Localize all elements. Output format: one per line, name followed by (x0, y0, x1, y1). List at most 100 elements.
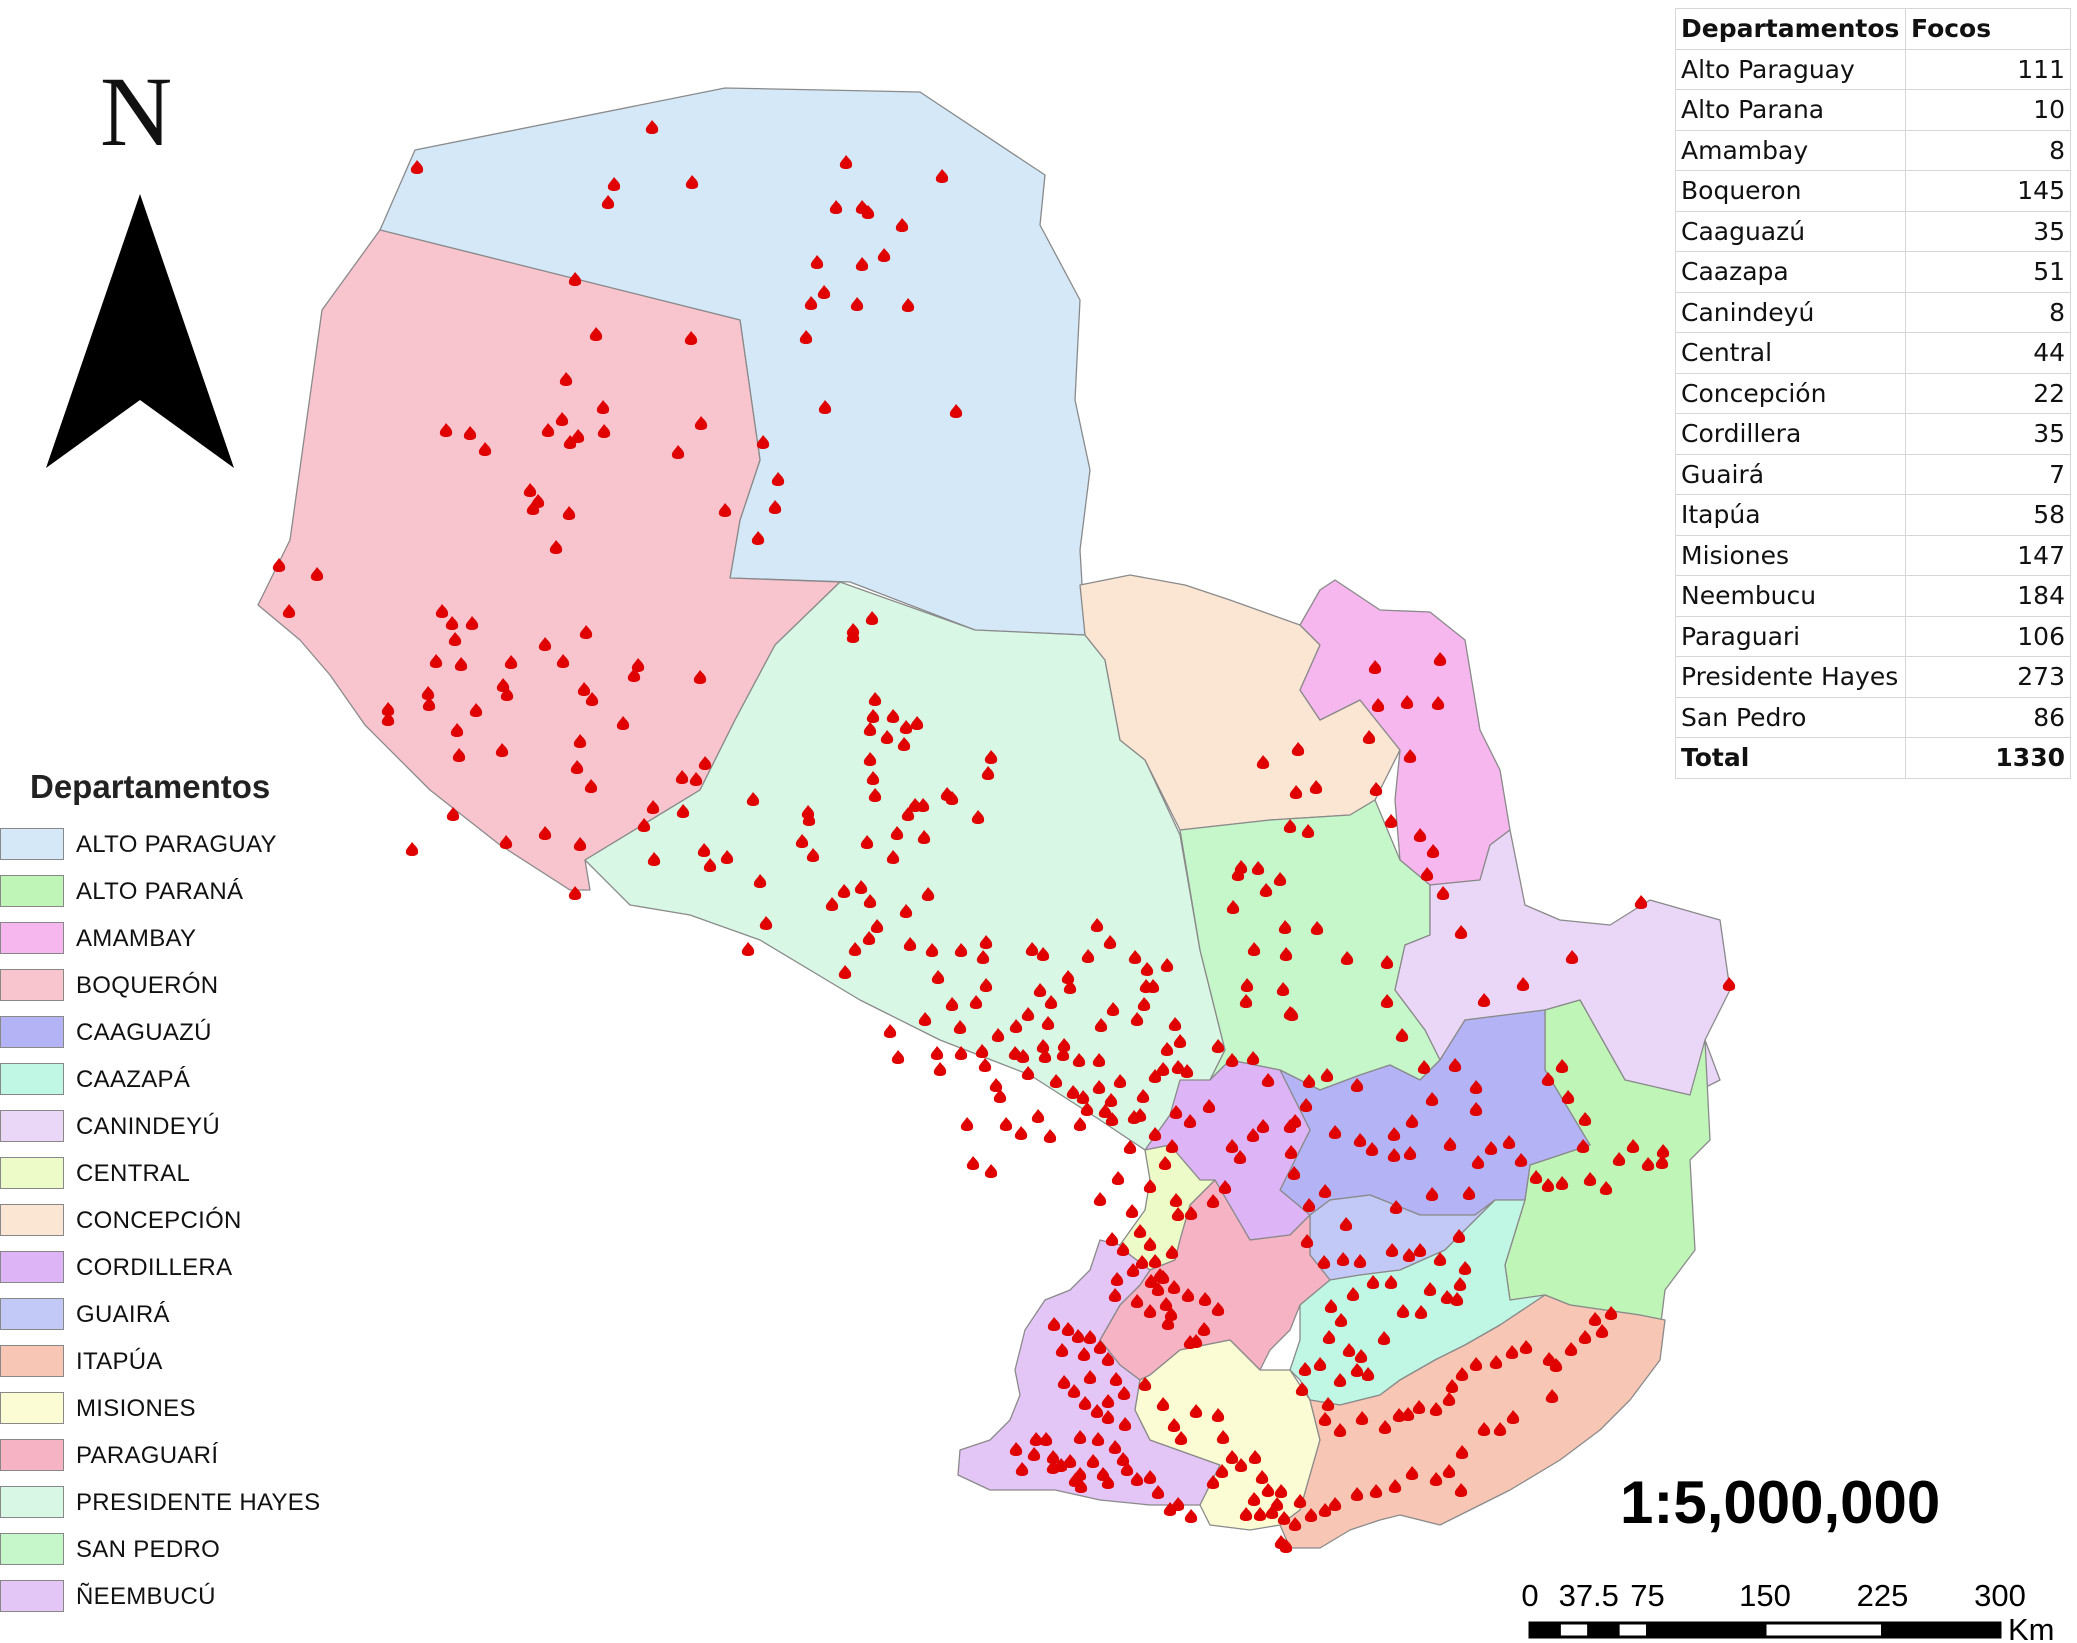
fire-point-icon (1583, 1172, 1597, 1186)
fire-point-icon (741, 942, 755, 956)
fire-point-icon (806, 848, 820, 862)
fire-point-icon (1111, 1171, 1125, 1185)
fire-point-icon (1158, 1156, 1172, 1170)
fire-point-icon (1092, 1080, 1106, 1094)
fire-point-icon (1588, 1312, 1602, 1326)
fire-point-icon (854, 880, 868, 894)
table-row: Concepción 22 (1675, 372, 2071, 414)
fire-point-icon (1165, 1245, 1179, 1259)
fire-point-icon (1328, 1125, 1342, 1139)
legend-list: ALTO PARAGUAY ALTO PARANÁ AMAMBAY BOQUERÓN C… (0, 828, 360, 1627)
scale-tick-label: 300 (1974, 1578, 2026, 1613)
table-header-departamentos: Departamentos (1675, 8, 1906, 50)
legend-item: ALTO PARANÁ (0, 875, 360, 922)
fire-point-icon (999, 1117, 1013, 1131)
fire-point-icon (1455, 1367, 1469, 1381)
fire-point-icon (1318, 1184, 1332, 1198)
fire-point-icon (1253, 1507, 1267, 1521)
fire-point-icon (1183, 1114, 1197, 1128)
fire-point-icon (1484, 1141, 1498, 1155)
fire-point-icon (870, 919, 884, 933)
fire-point-icon (698, 756, 712, 770)
legend-item: ITAPÚA (0, 1345, 360, 1392)
table-cell-focos: 10 (1905, 89, 2071, 131)
fire-point-icon (1113, 1074, 1127, 1088)
legend-label: ALTO PARANÁ (76, 878, 244, 905)
fire-point-icon (1120, 1462, 1134, 1476)
fire-point-icon (500, 687, 514, 701)
legend-swatch (0, 922, 64, 954)
fire-point-icon (868, 692, 882, 706)
fire-point-icon (1168, 1017, 1182, 1031)
fire-point-icon (422, 697, 436, 711)
fire-point-icon (1171, 1497, 1185, 1511)
fire-point-icon (1261, 1073, 1275, 1087)
fire-point-icon (1274, 1484, 1288, 1498)
fire-point-icon (804, 296, 818, 310)
fire-point-icon (1309, 780, 1323, 794)
fire-point-icon (607, 177, 621, 191)
fire-point-icon (469, 703, 483, 717)
fire-point-icon (694, 416, 708, 430)
legend-label: CAAGUAZÚ (76, 1019, 212, 1046)
table-header-row: Departamentos Focos (1675, 8, 2071, 50)
fire-point-icon (1493, 1422, 1507, 1436)
fire-point-icon (1565, 950, 1579, 964)
table-cell-department: San Pedro (1675, 696, 1906, 738)
scale-tick-label: 75 (1630, 1578, 1664, 1613)
legend-label: CANINDEYÚ (76, 1113, 221, 1140)
fire-point-icon (863, 722, 877, 736)
fire-point-icon (1334, 1313, 1348, 1327)
table-cell-focos: 44 (1905, 332, 2071, 374)
fire-point-icon (1317, 1255, 1331, 1269)
legend-item: BOQUERÓN (0, 969, 360, 1016)
fire-point-icon (1389, 1200, 1403, 1214)
fire-point-icon (1096, 1467, 1110, 1481)
fire-point-icon (979, 935, 993, 949)
table-row: Neembucu 184 (1675, 575, 2071, 617)
fire-point-icon (1362, 730, 1376, 744)
table-header-focos: Focos (1905, 8, 2071, 50)
fire-point-icon (1160, 1042, 1174, 1056)
fire-point-icon (984, 750, 998, 764)
fire-point-icon (556, 654, 570, 668)
fire-point-icon (523, 483, 537, 497)
legend-item: CAAZAPÁ (0, 1063, 360, 1110)
fire-point-icon (1342, 1343, 1356, 1357)
fire-point-icon (1388, 1479, 1402, 1493)
legend-title: Departamentos (30, 768, 271, 805)
fire-point-icon (1056, 1047, 1070, 1061)
fire-point-icon (1106, 1002, 1120, 1016)
fire-point-icon (771, 472, 785, 486)
fire-point-icon (1215, 1464, 1229, 1478)
table-row: Cordillera 35 (1675, 413, 2071, 455)
fire-point-icon (1346, 1287, 1360, 1301)
fire-point-icon (1384, 814, 1398, 828)
table-cell-focos: 7 (1905, 453, 2071, 495)
table-cell-department: Total (1675, 737, 1906, 779)
fire-point-icon (838, 965, 852, 979)
fire-point-icon (1041, 1016, 1055, 1030)
fire-point-icon (799, 330, 813, 344)
fire-points-layer (272, 120, 1736, 1553)
fire-point-icon (1283, 819, 1297, 833)
fire-point-icon (1401, 1407, 1415, 1421)
legend-swatch (0, 1533, 64, 1565)
fire-point-icon (1198, 1292, 1212, 1306)
fire-point-icon (1123, 1140, 1137, 1154)
fire-point-icon (1127, 1110, 1141, 1124)
fire-point-icon (1261, 1483, 1275, 1497)
fire-point-icon (1108, 1288, 1122, 1302)
fire-point-icon (381, 702, 395, 716)
table-cell-department: Caaguazú (1675, 210, 1906, 252)
table-cell-focos: 184 (1905, 575, 2071, 617)
fire-point-icon (1161, 1316, 1175, 1330)
fire-point-icon (1256, 755, 1270, 769)
fire-point-icon (410, 160, 424, 174)
fire-point-icon (1234, 860, 1248, 874)
fire-point-icon (1009, 1019, 1023, 1033)
table-total-row: Total 1330 (1675, 737, 2071, 779)
legend-swatch (0, 1345, 64, 1377)
fire-point-icon (405, 842, 419, 856)
